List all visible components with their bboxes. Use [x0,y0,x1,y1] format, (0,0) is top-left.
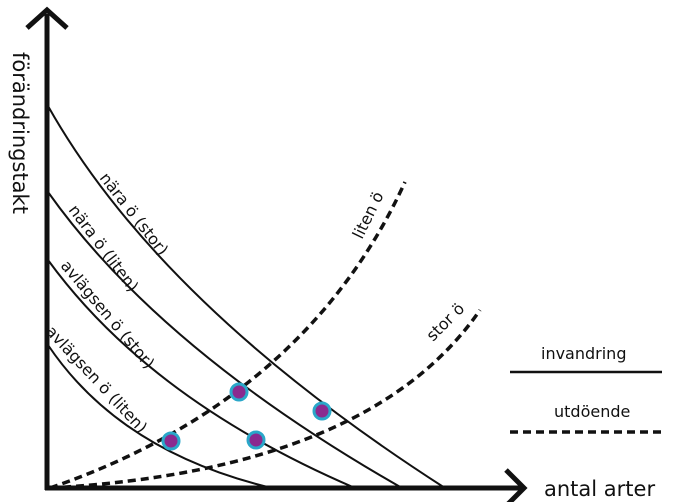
extinction-curve-stor [49,309,482,490]
equilibrium-point-nara-stor [312,401,332,421]
immigration-curve-nara-liten [47,191,403,489]
legend: invandring utdöende [510,344,662,434]
equilibrium-point-nara-liten [229,382,249,402]
curve-label-liten-o: liten ö [349,188,388,241]
equilibrium-point-avlagsen-liten [161,431,181,451]
immigration-curve-avlagsen-stor [47,259,356,489]
equilibrium-point-avlagsen-stor [246,430,266,450]
legend-label-invandring: invandring [541,344,626,363]
extinction-curve-liten [49,181,407,490]
immigration-curve-avlagsen-liten [47,344,273,489]
y-axis-arrowhead [25,6,69,30]
x-axis-label: antal arter [544,477,655,501]
curve-label-stor-o: stor ö [422,299,468,345]
immigration-curve-nara-stor [47,105,446,489]
legend-label-utdoende: utdöende [554,402,630,421]
x-axis-arrowhead [504,468,528,502]
y-axis-label: förändringstakt [8,52,32,214]
